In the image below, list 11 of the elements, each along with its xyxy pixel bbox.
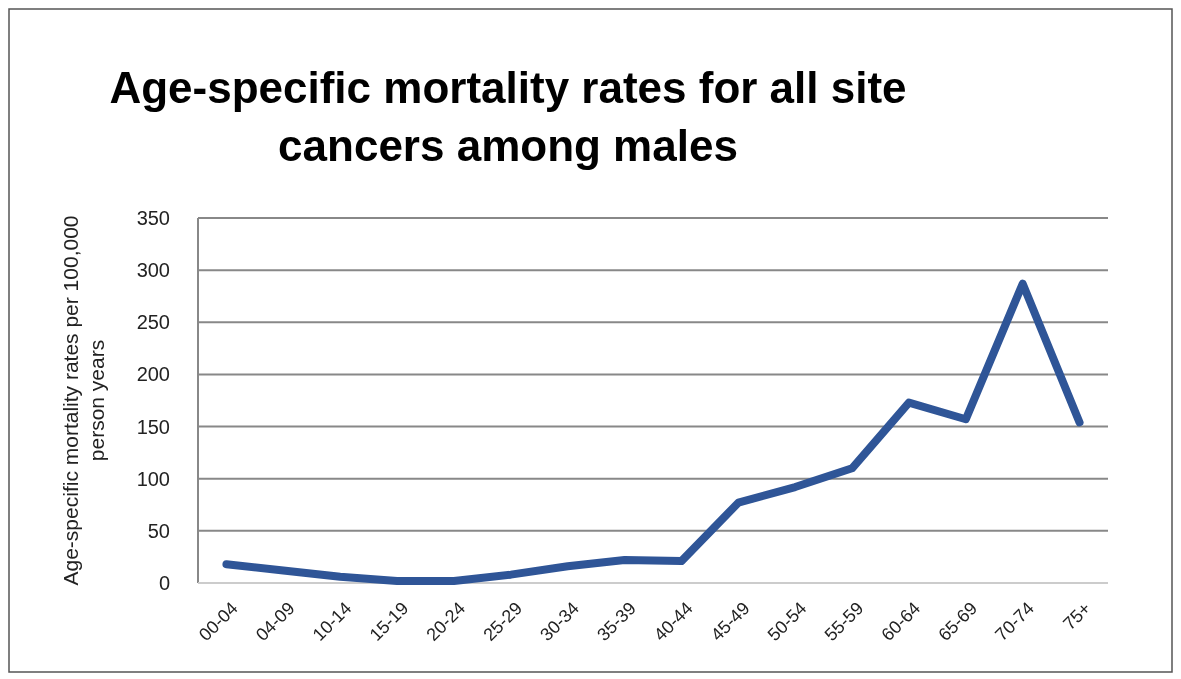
y-tick-label: 0 [158, 572, 170, 594]
y-tick-label: 300 [136, 259, 170, 282]
y-tick-label: 250 [136, 311, 170, 334]
y-tick-label: 150 [136, 415, 170, 438]
x-tick-label: 75+ [1059, 598, 1095, 634]
y-tick-label: 200 [136, 363, 170, 386]
y-tick-label: 100 [136, 467, 170, 490]
y-axis-title: Age-specific mortality rates per 100,000 person years [59, 215, 108, 586]
chart-title: Age-specific mortality rates for all site cancers among males [109, 63, 907, 170]
y-tick-label: 50 [147, 519, 170, 542]
y-tick-label: 350 [136, 207, 170, 229]
